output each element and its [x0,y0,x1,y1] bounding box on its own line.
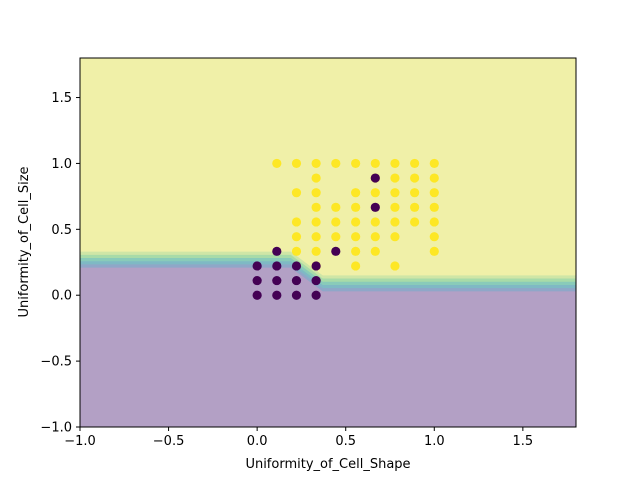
point-class-1 [351,261,361,271]
point-class-0 [252,261,262,271]
point-class-1 [390,261,400,271]
y-axis-ticks: −1.0 −0.5 0.0 0.5 1.0 1.5 [40,91,80,436]
point-class-1 [429,158,439,169]
point-class-1 [429,217,439,227]
point-class-1 [311,173,321,183]
point-class-1 [331,158,341,169]
point-class-0 [272,275,282,286]
point-class-1 [390,217,400,227]
point-class-1 [390,158,400,169]
point-class-1 [311,232,321,242]
x-axis-label: Uniformity_of_Cell_Shape [245,457,410,472]
x-tick-label: 0.0 [247,434,268,449]
x-tick-label: 1.5 [513,434,534,449]
point-class-1 [390,232,400,242]
decision-regions [80,58,576,427]
point-class-0 [291,261,302,271]
point-class-1 [351,202,361,212]
y-tick-label: −1.0 [40,421,72,436]
y-tick-label: 1.0 [51,157,72,172]
region-class-0 [80,267,576,427]
point-class-1 [390,173,400,183]
point-class-1 [351,217,361,227]
x-tick-label: 1.0 [424,434,445,449]
point-class-1 [291,232,302,242]
y-tick-label: −0.5 [40,355,72,370]
point-class-0 [272,290,282,300]
point-class-1 [390,188,400,198]
point-class-1 [291,246,302,256]
point-class-1 [331,202,341,212]
point-class-1 [429,232,439,242]
point-class-1 [331,217,341,227]
point-class-0 [252,275,262,286]
point-class-1 [410,158,420,169]
point-class-1 [311,188,321,198]
point-class-1 [331,232,341,242]
point-class-0 [370,173,380,183]
point-class-0 [311,261,321,271]
point-class-1 [351,246,361,256]
y-tick-label: 0.0 [51,289,72,304]
x-axis-ticks: −1.0 −0.5 0.0 0.5 1.0 1.5 [64,427,533,449]
point-class-1 [410,188,420,198]
point-class-1 [429,173,439,183]
y-tick-label: 0.5 [51,223,72,238]
point-class-0 [291,290,302,300]
point-class-0 [311,275,321,286]
point-class-1 [311,246,321,256]
point-class-0 [331,246,341,256]
point-class-1 [370,217,380,227]
point-class-1 [410,217,420,227]
point-class-1 [291,158,302,169]
point-class-1 [370,232,380,242]
point-class-1 [311,217,321,227]
point-class-1 [351,188,361,198]
point-class-1 [390,202,400,212]
point-class-0 [291,275,302,286]
scatter-points [252,158,439,300]
y-axis-label: Uniformity_of_Cell_Size [17,166,32,317]
point-class-1 [291,188,302,198]
y-tick-label: 1.5 [51,91,72,106]
point-class-0 [252,290,262,300]
point-class-1 [351,158,361,169]
point-class-1 [429,246,439,256]
point-class-1 [351,232,361,242]
point-class-1 [272,158,282,169]
x-tick-label: −1.0 [64,434,96,449]
point-class-1 [291,217,302,227]
plot-frame [79,57,577,428]
point-class-1 [410,173,420,183]
x-tick-label: 0.5 [335,434,356,449]
point-class-1 [370,188,380,198]
x-tick-label: −0.5 [153,434,185,449]
point-class-1 [370,246,380,256]
point-class-1 [370,158,380,169]
point-class-1 [410,202,420,212]
point-class-0 [272,261,282,271]
point-class-1 [311,202,321,212]
point-class-0 [370,202,380,212]
point-class-1 [311,158,321,169]
point-class-0 [311,290,321,300]
point-class-0 [272,246,282,256]
point-class-1 [429,202,439,212]
point-class-1 [429,188,439,198]
